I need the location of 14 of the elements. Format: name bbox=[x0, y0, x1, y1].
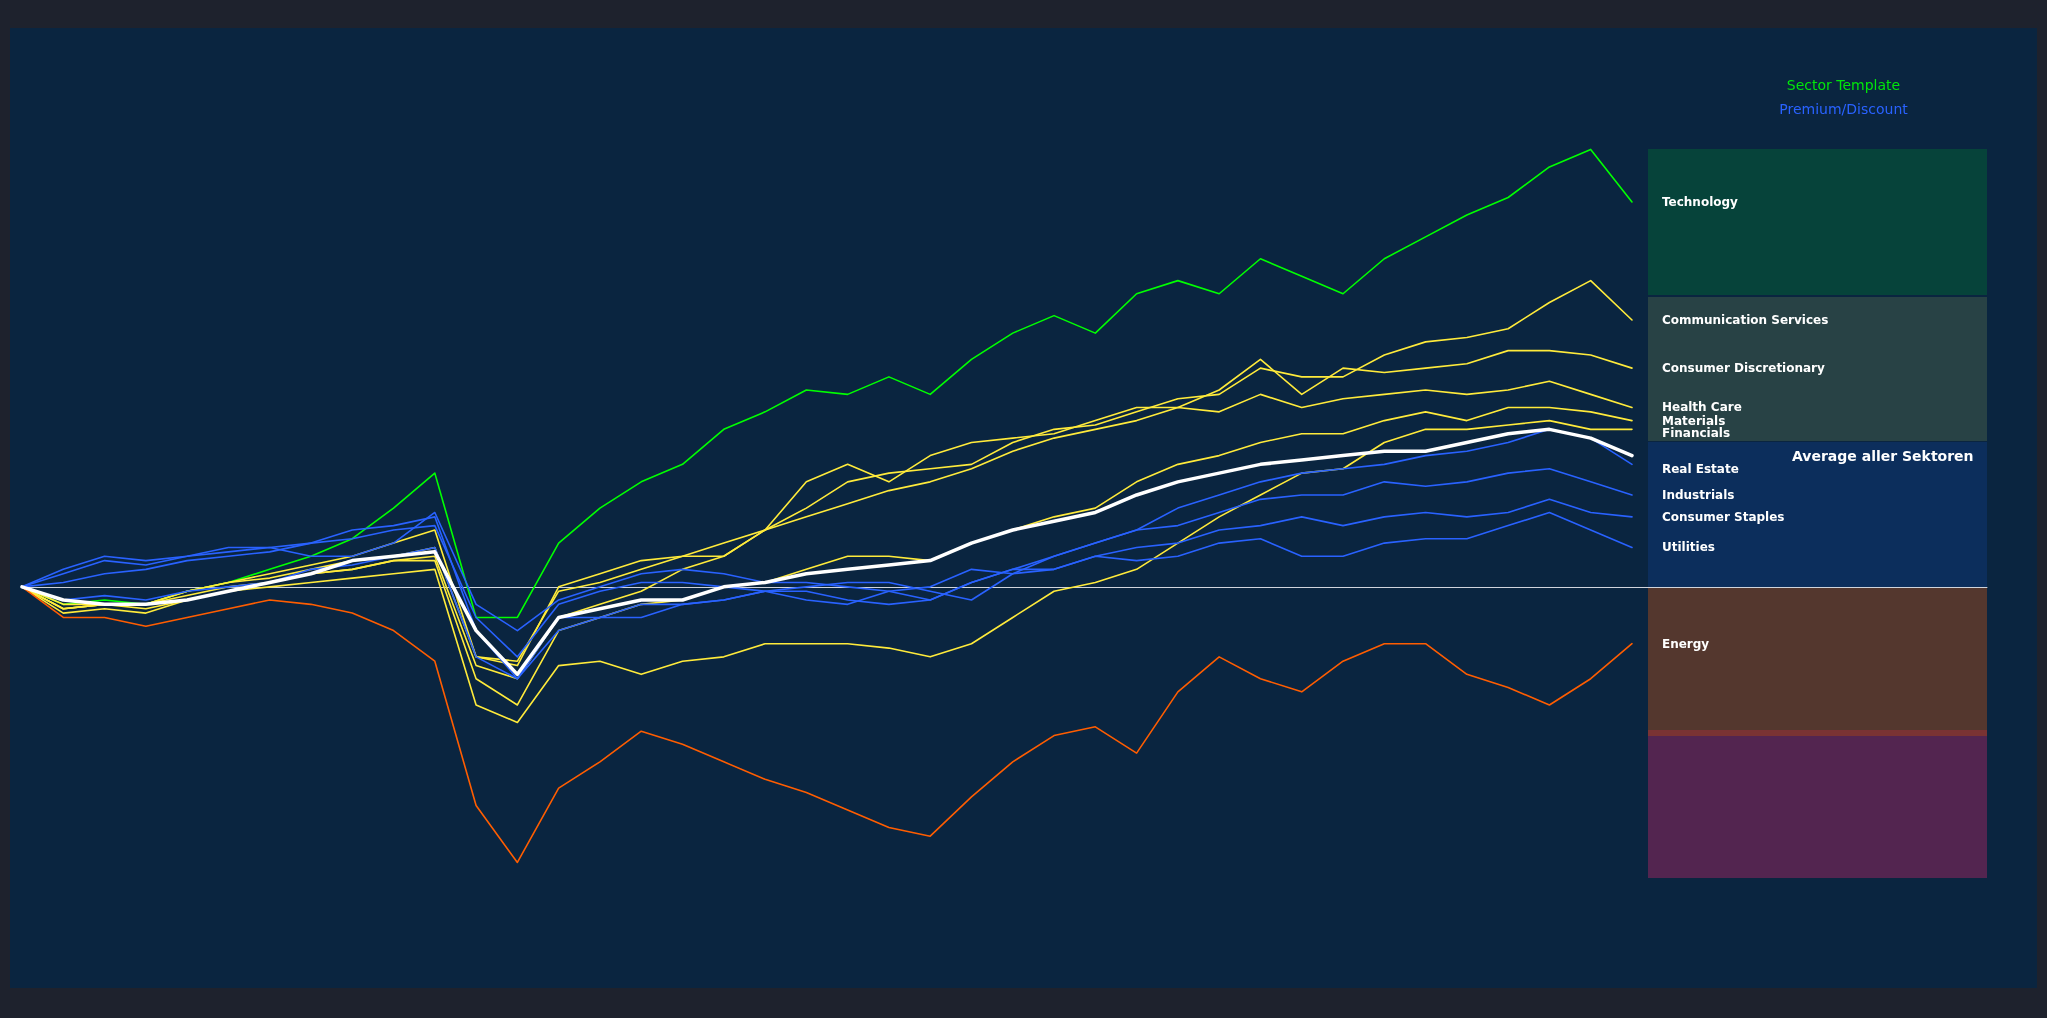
text: Materials bbox=[1661, 413, 1726, 428]
text: Industrials bbox=[1661, 487, 1735, 502]
text: Real Estate bbox=[1661, 461, 1739, 476]
text: Average aller Sektoren bbox=[1791, 447, 1974, 464]
text: Sector Template bbox=[1786, 77, 1901, 93]
text: Consumer Discretionary bbox=[1661, 361, 1826, 376]
text: Health Care bbox=[1661, 400, 1742, 415]
text: Premium/Discount bbox=[1779, 101, 1909, 117]
text: Utilities bbox=[1661, 540, 1715, 555]
text: Consumer Staples bbox=[1661, 509, 1785, 524]
text: Technology bbox=[1661, 194, 1739, 209]
text: Energy bbox=[1661, 636, 1710, 651]
text: Communication Services bbox=[1661, 313, 1829, 327]
text: Financials bbox=[1661, 425, 1731, 440]
